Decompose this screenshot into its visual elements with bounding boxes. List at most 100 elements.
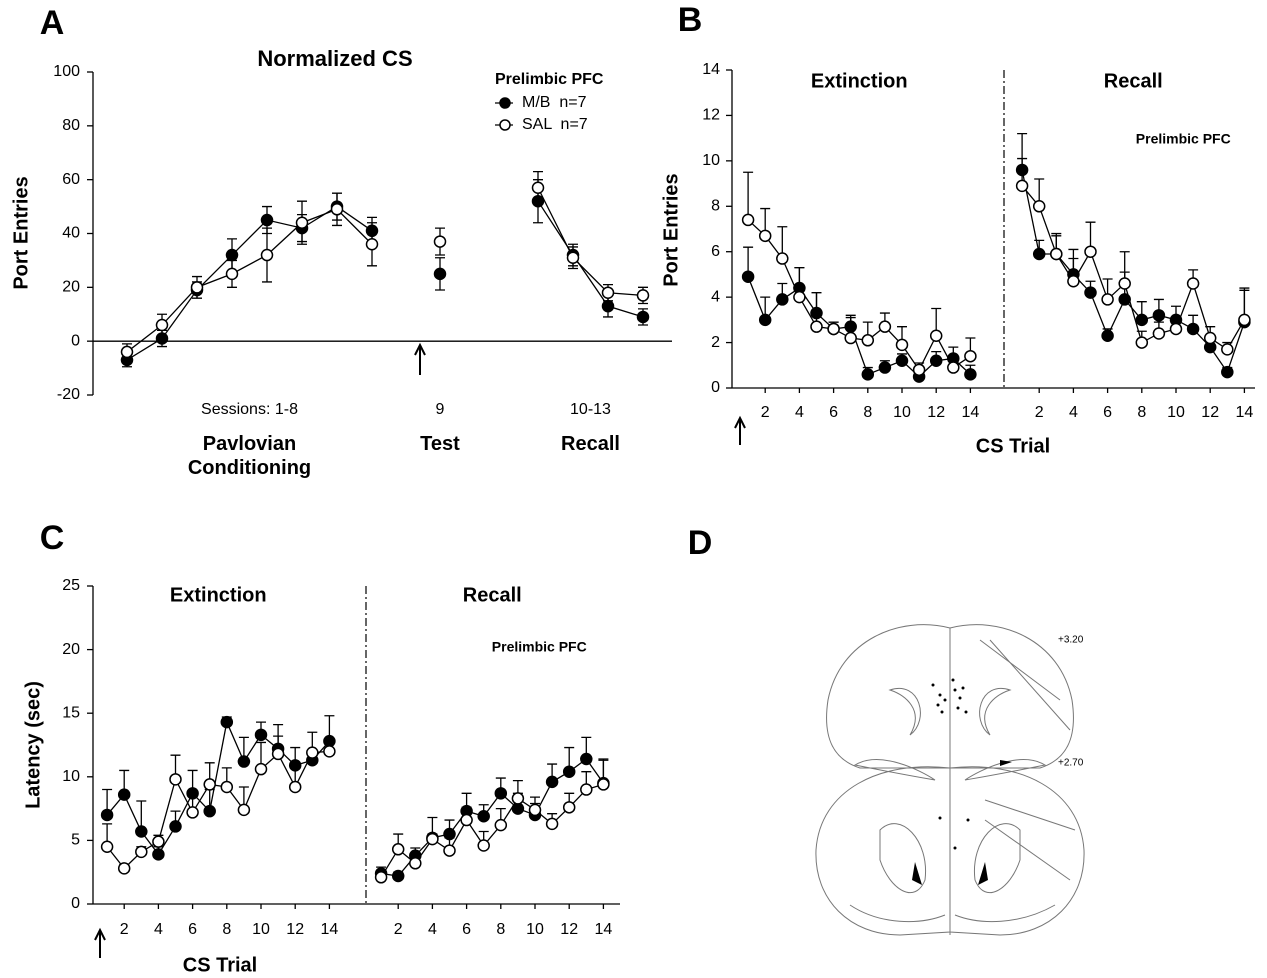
- panel-title: Extinction: [811, 70, 908, 92]
- data-point: [861, 334, 875, 347]
- x-tick-label: 2: [761, 404, 770, 421]
- data-point: [929, 354, 943, 367]
- data-point: [878, 361, 892, 374]
- data-point: [895, 354, 909, 367]
- data-point: [758, 313, 772, 327]
- data-point: [793, 290, 806, 304]
- group-label: Test: [420, 433, 460, 455]
- data-point: [237, 755, 251, 768]
- data-point: [562, 801, 576, 814]
- data-point: [135, 845, 148, 859]
- data-point: [460, 813, 473, 827]
- panel-label: A: [40, 4, 65, 42]
- data-point: [844, 320, 857, 333]
- data-point: [776, 293, 789, 306]
- legend-marker: [499, 119, 511, 131]
- data-point: [225, 248, 239, 262]
- data-point: [152, 848, 165, 861]
- data-point: [288, 759, 302, 772]
- series-line: [1021, 185, 1245, 351]
- x-tick-label: 14: [1236, 404, 1254, 421]
- y-tick-label: 4: [711, 288, 720, 305]
- y-tick-label: 0: [71, 332, 80, 349]
- data-point: [169, 820, 182, 833]
- data-point: [433, 235, 447, 248]
- data-point: [220, 780, 234, 794]
- data-point: [531, 181, 545, 194]
- x-axis-label: CS Trial: [976, 435, 1050, 457]
- x-tick-label: 12: [286, 921, 304, 938]
- data-point: [117, 862, 131, 875]
- x-tick-label: 14: [962, 404, 980, 421]
- placement-dots: [912, 678, 1012, 885]
- data-point: [288, 780, 302, 794]
- data-point: [117, 788, 131, 801]
- data-point: [186, 787, 199, 800]
- y-tick-label: 60: [62, 171, 80, 188]
- panel-label: B: [678, 1, 703, 39]
- data-point: [1152, 309, 1166, 322]
- legend-marker: [499, 97, 511, 109]
- y-tick-label: 6: [711, 243, 720, 260]
- y-tick-label: 2: [711, 334, 720, 351]
- panel-subtitle: Prelimbic PFC: [492, 639, 587, 655]
- x-tick-label: 2: [1035, 404, 1044, 421]
- x-tick-label: 6: [829, 404, 838, 421]
- data-point: [254, 728, 268, 742]
- data-point: [443, 827, 456, 841]
- y-tick-label: 8: [711, 198, 720, 215]
- x-axis-label: CS Trial: [183, 954, 257, 976]
- data-point: [531, 194, 545, 208]
- data-point: [562, 765, 576, 778]
- series-line: [747, 219, 971, 372]
- data-point: [443, 844, 456, 857]
- data-point: [323, 745, 336, 758]
- data-point: [566, 251, 580, 264]
- x-tick-label: 4: [428, 921, 437, 938]
- data-point: [220, 715, 234, 729]
- data-point: [545, 775, 559, 789]
- data-point: [1101, 293, 1114, 306]
- data-point: [254, 762, 268, 776]
- data-point: [1084, 286, 1097, 299]
- data-point: [545, 817, 559, 831]
- data-point: [120, 345, 134, 359]
- data-point: [306, 746, 319, 759]
- y-axis-label: Latency (sec): [22, 681, 44, 809]
- data-point: [203, 778, 216, 791]
- x-tick-label: 14: [321, 921, 339, 938]
- data-point: [597, 778, 610, 791]
- data-point: [409, 857, 422, 870]
- x-tick-label: 12: [927, 404, 945, 421]
- data-point: [511, 792, 525, 805]
- data-point: [433, 267, 447, 281]
- legend-label: M/B n=7: [522, 94, 587, 111]
- atlas-level: +2.70: [1058, 758, 1084, 769]
- data-point: [135, 825, 148, 838]
- data-point: [1169, 322, 1183, 336]
- error-bar: [1017, 132, 1028, 186]
- data-point: [365, 238, 379, 251]
- data-point: [190, 281, 204, 294]
- group-tick-label: 9: [436, 401, 445, 418]
- data-point: [330, 203, 344, 216]
- arrow: [734, 415, 746, 445]
- panel-title: Recall: [1104, 70, 1163, 92]
- y-tick-label: 25: [62, 577, 80, 594]
- x-tick-label: 2: [120, 921, 129, 938]
- data-point: [100, 808, 114, 822]
- group-label: Pavlovian Conditioning: [187, 433, 312, 479]
- data-point: [155, 318, 169, 332]
- data-point: [861, 368, 875, 381]
- arrow: [414, 342, 426, 375]
- panel-label: D: [688, 524, 713, 562]
- data-point: [601, 286, 615, 299]
- data-point: [1118, 277, 1131, 290]
- y-tick-label: 40: [62, 225, 80, 242]
- data-point: [1186, 322, 1200, 336]
- data-point: [827, 322, 840, 336]
- data-point: [152, 835, 165, 848]
- x-tick-label: 8: [1137, 404, 1146, 421]
- data-point: [1050, 247, 1063, 261]
- y-tick-label: 15: [62, 704, 80, 721]
